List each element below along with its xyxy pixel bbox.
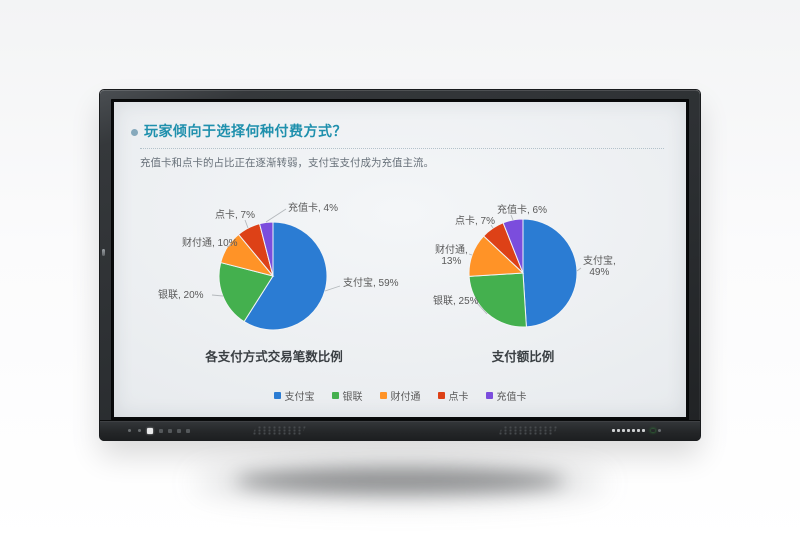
pie-svg xyxy=(211,208,341,331)
pie-slice-银联 xyxy=(468,272,527,328)
volume-down-button[interactable] xyxy=(168,429,172,433)
pie-label-财付通: 财付通, 13% xyxy=(435,245,468,267)
legend-swatch-icon xyxy=(379,392,387,399)
pie-label-充值卡: 充值卡, 4% xyxy=(288,203,339,214)
pie-chart-transaction-count: 各支付方式交易笔数比例 支付宝, 59% 银联, 20% 财付通, 10% 点卡, 7… xyxy=(134,194,414,372)
legend-item-财付通: 财付通 xyxy=(379,388,421,403)
label-leader-line xyxy=(211,294,224,297)
title-bullet-icon xyxy=(131,129,138,136)
label-leader-line xyxy=(576,267,582,272)
speaker-grille-right xyxy=(498,426,558,435)
legend-label: 支付宝 xyxy=(284,392,315,403)
input-source-button[interactable] xyxy=(138,429,141,432)
legend-swatch-icon xyxy=(485,392,493,399)
legend-label: 点卡 xyxy=(448,392,469,403)
touch-key-6[interactable] xyxy=(637,429,640,432)
pie-label-支付宝: 支付宝, 59% xyxy=(343,278,399,289)
pie-slice-支付宝 xyxy=(522,218,578,328)
legend-label: 银联 xyxy=(342,392,363,403)
pie-label-点卡: 点卡, 7% xyxy=(455,216,496,227)
legend-item-支付宝: 支付宝 xyxy=(273,388,315,403)
label-leader-line xyxy=(226,243,234,248)
monitor-shadow xyxy=(235,468,565,494)
legend-item-点卡: 点卡 xyxy=(437,388,469,403)
slide-title: 玩家倾向于选择何种付费方式？ xyxy=(144,123,347,139)
label-leader-line xyxy=(510,214,514,221)
legend-item-银联: 银联 xyxy=(331,388,363,403)
bottom-bezel xyxy=(100,420,700,441)
legend-swatch-icon xyxy=(331,392,339,399)
label-leader-line xyxy=(490,224,494,229)
legend-swatch-icon xyxy=(437,392,445,399)
ir-sensor-icon xyxy=(658,429,661,432)
pie-slice-充值卡 xyxy=(258,221,274,277)
speaker-grille-left xyxy=(252,426,306,435)
pie-slice-支付宝 xyxy=(243,221,328,331)
pie-label-点卡: 点卡, 7% xyxy=(215,210,256,221)
home-button[interactable] xyxy=(147,428,153,434)
pie-label-支付宝: 支付宝, 49% xyxy=(583,256,616,278)
pie-label-充值卡: 充值卡, 6% xyxy=(497,205,548,216)
screen-frame: 玩家倾向于选择何种付费方式？ 充值卡和点卡的占比正在逐渐转弱，支付宝支付成为充值… xyxy=(111,99,689,420)
legend-swatch-icon xyxy=(273,392,281,399)
monitor: 玩家倾向于选择何种付费方式？ 充值卡和点卡的占比正在逐渐转弱，支付宝支付成为充值… xyxy=(100,90,700,441)
label-leader-line xyxy=(474,300,488,315)
touch-key-7[interactable] xyxy=(642,429,645,432)
power-led xyxy=(651,429,655,432)
touch-key-5[interactable] xyxy=(632,429,635,432)
presentation-slide: 玩家倾向于选择何种付费方式？ 充值卡和点卡的占比正在逐渐转弱，支付宝支付成为充值… xyxy=(114,102,686,417)
pie-chart-payment-amount: 支付额比例 支付宝, 49% 银联, 25% 财付通, 13% 点卡, 7% 充值卡, 6% xyxy=(414,194,672,372)
legend-label: 充值卡 xyxy=(496,392,527,403)
pie-svg xyxy=(468,214,582,328)
pie-label-财付通: 财付通, 10% xyxy=(182,238,238,249)
settings-button[interactable] xyxy=(186,429,190,433)
slide-subtitle: 充值卡和点卡的占比正在逐渐转弱，支付宝支付成为充值主流。 xyxy=(140,157,434,169)
touch-key-2[interactable] xyxy=(617,429,620,432)
power-button[interactable] xyxy=(128,429,131,432)
touch-key-1[interactable] xyxy=(612,429,615,432)
label-leader-line xyxy=(244,219,249,229)
label-leader-line xyxy=(324,285,341,292)
pie-label-银联: 银联, 20% xyxy=(158,290,204,301)
volume-up-button[interactable] xyxy=(177,429,181,433)
legend-label: 财付通 xyxy=(390,392,421,403)
title-divider xyxy=(140,148,664,149)
chart-legend: 支付宝 银联 财付通 点卡 充值卡 xyxy=(114,388,686,403)
touch-key-4[interactable] xyxy=(627,429,630,432)
label-leader-line xyxy=(468,253,473,256)
chart-title: 支付额比例 xyxy=(491,350,555,364)
label-leader-line xyxy=(265,208,287,223)
chart-title: 各支付方式交易笔数比例 xyxy=(205,350,343,364)
pie-label-银联: 银联, 25% xyxy=(433,296,479,307)
side-sensor-dot xyxy=(102,249,105,256)
legend-item-充值卡: 充值卡 xyxy=(485,388,527,403)
touch-key-3[interactable] xyxy=(622,429,625,432)
menu-button[interactable] xyxy=(159,429,163,433)
